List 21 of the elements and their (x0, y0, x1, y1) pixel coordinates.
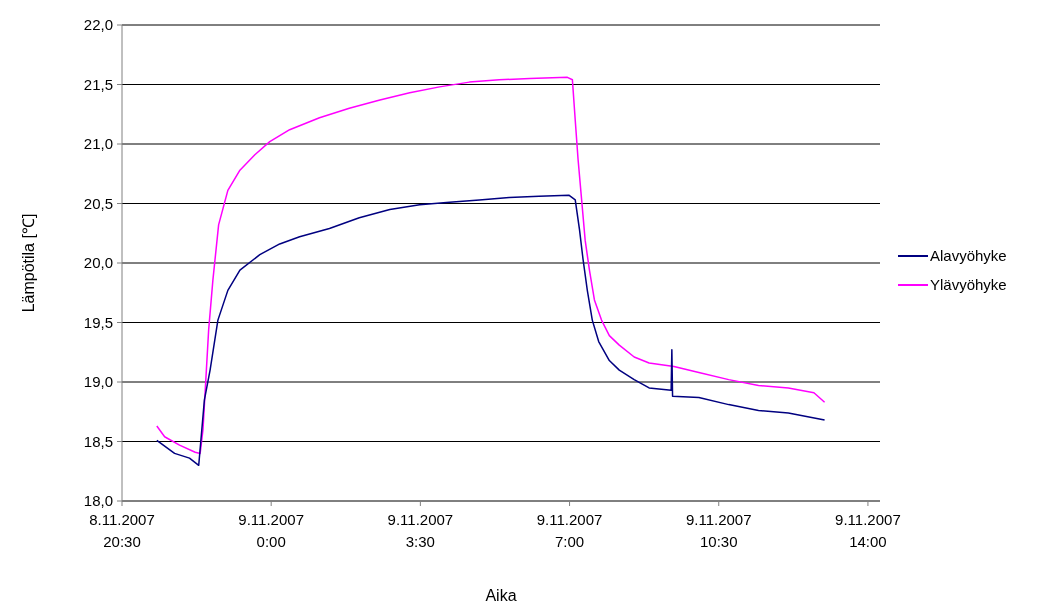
y-tick-label: 20,5 (83, 194, 113, 212)
y-tick-label: 22,0 (83, 16, 113, 34)
y-tick-label: 18,5 (83, 432, 113, 450)
legend-label: Ylävyöhyke (930, 276, 1007, 294)
x-tick-label: 9.11.2007 7:00 (536, 511, 603, 550)
y-tick-label: 21,5 (83, 75, 113, 93)
line-series (156, 194, 826, 467)
line-series (156, 76, 826, 455)
x-tick-label: 9.11.2007 3:30 (387, 511, 454, 550)
y-tick-label: 19,0 (83, 373, 113, 391)
y-tick-label: 21,0 (83, 135, 113, 153)
legend-label: Alavyöhyke (930, 247, 1007, 265)
x-tick-label: 9.11.2007 14:00 (835, 511, 901, 550)
x-tick-label: 8.11.2007 20:30 (89, 511, 155, 550)
y-tick-label: 20,0 (83, 254, 113, 272)
y-axis-title: Lämpötila [℃] (20, 213, 37, 313)
y-tick-label: 18,0 (83, 492, 113, 510)
x-tick-label: 9.11.2007 10:30 (685, 511, 752, 550)
y-tick-label: 19,5 (83, 313, 113, 331)
x-tick-label: 9.11.2007 0:00 (238, 511, 304, 550)
x-axis-title: Aika (485, 587, 517, 604)
